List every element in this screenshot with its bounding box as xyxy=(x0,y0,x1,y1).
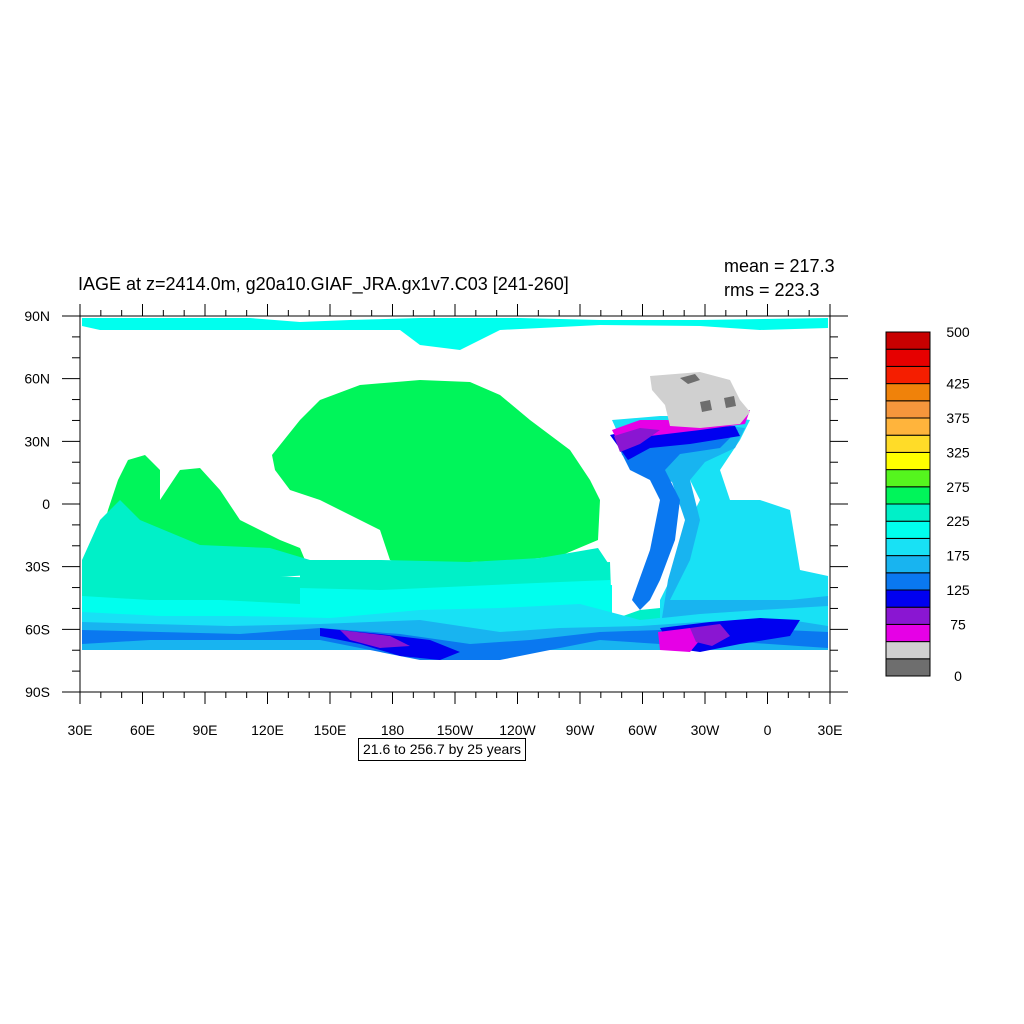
colorbar-segment xyxy=(885,520,931,539)
mean-statistic: mean = 217.3 xyxy=(724,256,835,276)
colorbar-segment xyxy=(885,417,931,436)
axis-ticks xyxy=(62,304,848,704)
colorbar-segment xyxy=(885,658,931,677)
weddell-sea-magenta xyxy=(658,628,700,652)
southern-ocean-band-100 xyxy=(82,628,828,660)
lon-tick-label: 150W xyxy=(437,722,474,738)
lat-tick-label: 90N xyxy=(24,308,50,324)
colorbar-segment xyxy=(885,572,931,591)
greenland-dark-patch-3 xyxy=(724,396,736,408)
colorbar-segment xyxy=(885,469,931,488)
lat-tick-label: 90S xyxy=(25,684,50,700)
colorbar-label: 375 xyxy=(946,410,970,426)
colorbar-segment xyxy=(885,348,931,367)
colorbar-segment xyxy=(885,451,931,471)
colorbar-label: 225 xyxy=(946,513,970,529)
pacific-ocean-200 xyxy=(300,580,612,612)
lon-tick-label: 150E xyxy=(314,722,347,738)
lon-tick-label: 0 xyxy=(764,722,772,738)
greenland-dark-patch-2 xyxy=(700,400,712,412)
colorbar-segment xyxy=(885,537,931,557)
pacific-ocean-275 xyxy=(272,380,600,566)
weddell-sea-purple xyxy=(690,624,730,646)
colorbar-segment xyxy=(885,383,931,402)
ross-sea-purple xyxy=(340,630,410,648)
indian-ocean-225 xyxy=(82,500,310,584)
colorbar-segment xyxy=(885,365,931,385)
longitude-tick-labels: 30E 60E 90E 120E 150E 180 150W 120W 90W 60W 30W 0 30… xyxy=(68,722,843,738)
colorbar-segment xyxy=(885,503,931,522)
lon-tick-label: 60W xyxy=(628,722,658,738)
plot-title: IAGE at z=2414.0m, g20a10.GIAF_JRA.gx1v7… xyxy=(78,274,569,294)
arctic-ocean-225 xyxy=(82,318,828,350)
colorbar-label: 325 xyxy=(946,444,970,460)
colorbar-label: 275 xyxy=(946,479,970,495)
rms-statistic: rms = 223.3 xyxy=(724,280,820,300)
lon-tick-label: 60E xyxy=(130,722,155,738)
lat-tick-label: 30N xyxy=(24,433,50,449)
lon-tick-label: 30E xyxy=(68,722,93,738)
pacific-ocean-225 xyxy=(300,548,610,592)
lon-tick-label: 180 xyxy=(381,722,405,738)
colorbar-segment xyxy=(885,589,931,608)
colorbar-label: 500 xyxy=(946,324,970,340)
lon-tick-label: 120W xyxy=(499,722,536,738)
atlantic-ocean-125 xyxy=(614,430,738,610)
ocean-age-field xyxy=(82,318,828,660)
colorbar-segment xyxy=(885,623,931,643)
lat-tick-label: 60N xyxy=(24,371,50,387)
colorbar-segment xyxy=(885,331,931,350)
colorbar-segment xyxy=(885,434,931,453)
contour-range-note: 21.6 to 256.7 by 25 years xyxy=(358,738,526,761)
lon-tick-label: 30W xyxy=(691,722,721,738)
colorbar-segment xyxy=(885,641,931,660)
colorbar-segment xyxy=(885,400,931,419)
colorbar-label: 0 xyxy=(954,668,962,684)
greenland-dark-patch xyxy=(680,374,700,384)
colorbar-segment xyxy=(885,486,931,505)
lat-tick-label: 0 xyxy=(42,496,50,512)
colorbar: 0 75 125 175 225 275 325 375 425 500 xyxy=(885,324,970,684)
map-plot-area xyxy=(80,316,830,692)
lon-tick-label: 90W xyxy=(566,722,596,738)
lon-tick-label: 30E xyxy=(818,722,843,738)
colorbar-segment xyxy=(885,555,931,574)
greenland-gray xyxy=(650,372,750,428)
latitude-tick-labels: 90N 60N 30N 0 30S 60S 90S xyxy=(24,308,50,700)
lat-tick-label: 60S xyxy=(25,621,50,637)
lat-tick-label: 30S xyxy=(25,559,50,575)
lon-tick-label: 120E xyxy=(251,722,284,738)
colorbar-label: 175 xyxy=(946,548,970,564)
colorbar-segment xyxy=(885,606,931,625)
atlantic-ocean-150 xyxy=(615,425,828,618)
labrador-sea-purple xyxy=(614,428,660,452)
lon-tick-label: 90E xyxy=(193,722,218,738)
colorbar-label: 75 xyxy=(950,616,966,632)
colorbar-label: 125 xyxy=(946,582,970,598)
colorbar-label: 425 xyxy=(946,376,970,392)
